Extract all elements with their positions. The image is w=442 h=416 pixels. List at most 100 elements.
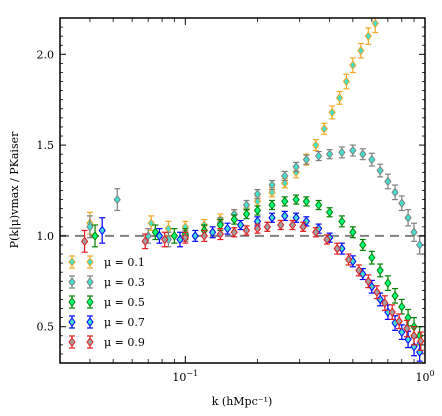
data-point xyxy=(191,229,199,242)
data-point xyxy=(325,207,334,218)
data-point xyxy=(368,250,376,265)
data-point xyxy=(253,205,262,216)
diamond-marker xyxy=(68,297,76,307)
diamond-marker xyxy=(368,281,376,292)
diamond-marker xyxy=(268,212,276,223)
data-point xyxy=(299,221,307,232)
diamond-marker xyxy=(404,212,412,223)
data-point xyxy=(338,146,346,159)
y-tick-label: 0.5 xyxy=(37,321,55,334)
diamond-marker xyxy=(209,227,217,238)
data-point xyxy=(302,216,311,227)
data-point xyxy=(151,224,160,241)
data-point xyxy=(398,324,406,340)
diamond-marker xyxy=(242,209,251,219)
diamond-marker xyxy=(113,194,121,205)
data-point xyxy=(268,199,276,211)
data-point xyxy=(113,188,121,212)
legend-marker xyxy=(86,275,94,289)
diamond-marker xyxy=(302,216,311,227)
diamond-marker xyxy=(216,229,224,239)
data-point xyxy=(281,196,289,207)
diamond-marker xyxy=(312,140,320,150)
diamond-marker xyxy=(325,207,334,218)
diamond-marker xyxy=(410,227,418,238)
diamond-marker xyxy=(368,252,376,263)
data-point xyxy=(216,228,224,241)
diamond-marker xyxy=(161,234,169,245)
data-point xyxy=(242,208,251,220)
diamond-marker xyxy=(349,145,357,156)
data-point xyxy=(368,279,376,294)
legend-marker xyxy=(86,255,94,269)
legend-marker xyxy=(68,335,76,349)
data-point xyxy=(364,27,372,45)
x-axis-label: k (hMpc⁻¹) xyxy=(212,395,273,408)
data-point xyxy=(80,229,89,253)
data-point xyxy=(333,242,341,255)
diamond-marker xyxy=(292,212,300,223)
data-point xyxy=(288,219,297,231)
diamond-marker xyxy=(98,225,106,236)
legend-marker xyxy=(86,335,94,349)
data-point xyxy=(242,225,251,236)
data-point xyxy=(230,227,238,238)
legend-marker xyxy=(68,255,76,269)
diamond-marker xyxy=(176,234,184,245)
diamond-marker xyxy=(268,187,276,198)
diamond-marker xyxy=(86,221,94,232)
data-point xyxy=(368,152,376,167)
diamond-marker xyxy=(281,196,289,207)
diamond-marker xyxy=(335,93,344,103)
diamond-marker xyxy=(302,154,311,165)
data-point xyxy=(395,313,403,330)
diamond-marker xyxy=(384,176,392,187)
diamond-marker xyxy=(155,231,164,241)
diamond-marker xyxy=(263,221,272,232)
diamond-marker xyxy=(373,287,381,298)
data-point xyxy=(359,148,367,161)
data-point xyxy=(223,222,232,235)
diamond-marker xyxy=(86,337,94,347)
diamond-marker xyxy=(86,297,94,307)
diamond-marker xyxy=(68,277,76,287)
diamond-marker xyxy=(288,220,297,230)
data-point xyxy=(302,154,311,165)
data-point xyxy=(355,264,363,277)
diamond-marker xyxy=(292,162,300,172)
diamond-marker xyxy=(302,196,311,207)
diamond-marker xyxy=(315,200,323,210)
diamond-marker xyxy=(253,205,262,216)
data-point xyxy=(391,184,399,201)
diamond-marker xyxy=(242,225,251,236)
diamond-marker xyxy=(151,227,160,238)
diamond-marker xyxy=(404,312,412,323)
diamond-marker xyxy=(281,211,289,221)
diamond-marker xyxy=(368,154,376,165)
legend-label: μ = 0.1 xyxy=(104,256,145,269)
diamond-marker xyxy=(398,198,406,209)
y-tick-label: 2.0 xyxy=(37,48,55,61)
data-point xyxy=(312,139,320,152)
data-point xyxy=(388,304,396,321)
data-point xyxy=(403,319,411,338)
data-point xyxy=(292,212,300,223)
data-point xyxy=(364,274,372,289)
diamond-marker xyxy=(230,227,238,238)
data-point xyxy=(200,229,208,242)
legend-marker xyxy=(86,315,94,329)
diamond-marker xyxy=(315,151,323,161)
diamond-marker xyxy=(200,231,208,241)
diamond-marker xyxy=(80,236,89,247)
data-point xyxy=(315,199,323,211)
diamond-marker xyxy=(404,334,412,345)
data-point xyxy=(404,208,412,227)
diamond-marker xyxy=(381,298,389,308)
diamond-marker xyxy=(91,231,99,241)
data-point xyxy=(376,163,384,178)
data-point xyxy=(181,231,189,244)
diamond-marker xyxy=(86,317,94,327)
data-point xyxy=(328,105,336,120)
legend-label: μ = 0.3 xyxy=(104,276,145,289)
diamond-marker xyxy=(253,189,262,199)
